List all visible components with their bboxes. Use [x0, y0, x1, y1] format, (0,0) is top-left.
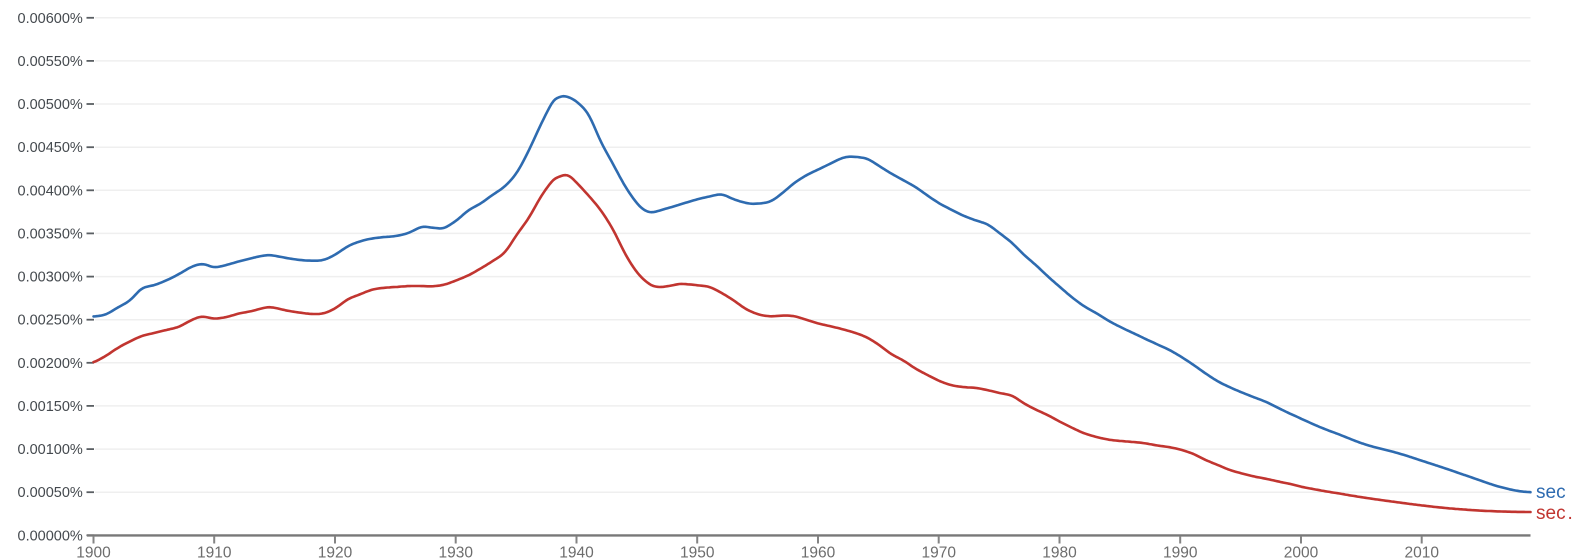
svg-text:1900: 1900: [76, 545, 111, 560]
svg-text:0.00550%: 0.00550%: [18, 54, 83, 70]
svg-text:1960: 1960: [801, 545, 836, 560]
svg-text:1910: 1910: [197, 545, 232, 560]
svg-text:0.00000%: 0.00000%: [18, 528, 83, 544]
svg-text:1920: 1920: [318, 545, 353, 560]
svg-text:1990: 1990: [1163, 545, 1198, 560]
svg-text:0.00050%: 0.00050%: [18, 485, 83, 501]
svg-text:0.00100%: 0.00100%: [18, 442, 83, 458]
svg-text:0.00250%: 0.00250%: [18, 313, 83, 329]
svg-text:0.00150%: 0.00150%: [18, 399, 83, 415]
svg-text:sec: sec: [1536, 482, 1566, 503]
svg-text:1980: 1980: [1042, 545, 1077, 560]
svg-text:2000: 2000: [1284, 545, 1319, 560]
svg-text:0.00400%: 0.00400%: [18, 183, 83, 199]
svg-text:0.00300%: 0.00300%: [18, 270, 83, 286]
svg-text:0.00350%: 0.00350%: [18, 226, 83, 242]
svg-text:1950: 1950: [680, 545, 715, 560]
svg-text:2010: 2010: [1404, 545, 1439, 560]
svg-text:0.00500%: 0.00500%: [18, 97, 83, 113]
svg-text:0.00600%: 0.00600%: [18, 11, 83, 27]
svg-text:1940: 1940: [559, 545, 594, 560]
svg-text:0.00200%: 0.00200%: [18, 356, 83, 372]
svg-text:0.00450%: 0.00450%: [18, 140, 83, 156]
svg-text:sec.: sec.: [1536, 503, 1573, 524]
svg-text:1930: 1930: [438, 545, 473, 560]
svg-text:1970: 1970: [921, 545, 956, 560]
